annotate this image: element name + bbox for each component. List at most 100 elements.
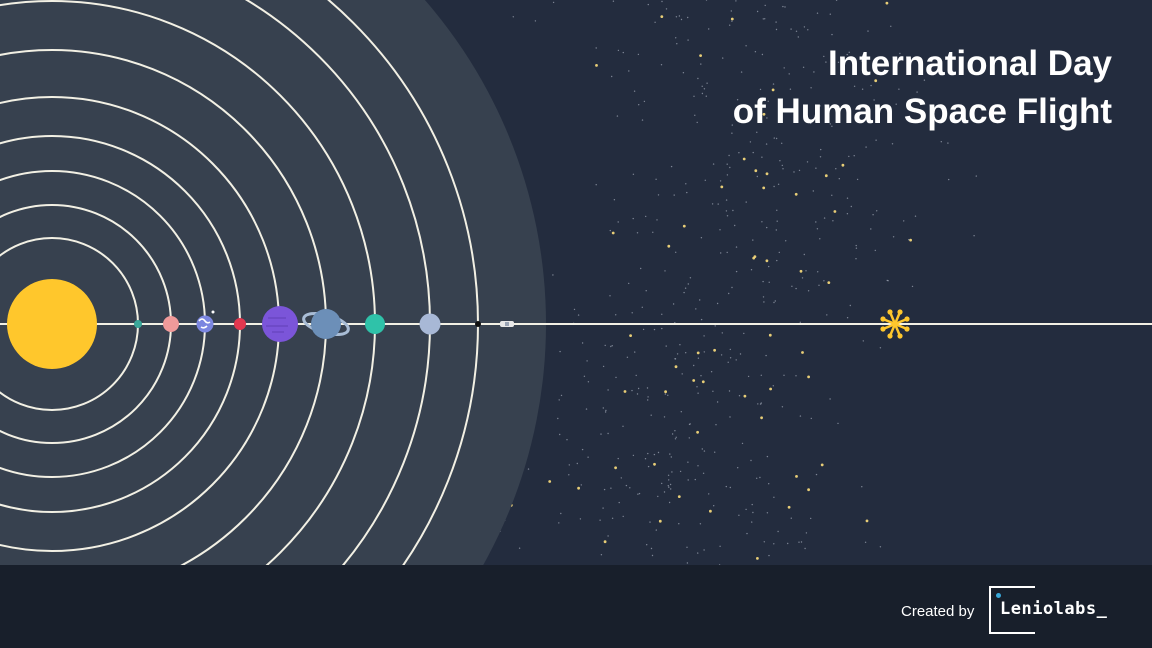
star	[837, 422, 839, 425]
star	[916, 91, 918, 93]
star	[605, 409, 607, 412]
star	[702, 472, 705, 474]
star	[747, 375, 750, 378]
star	[670, 456, 672, 458]
star	[609, 229, 611, 232]
star	[693, 95, 695, 98]
star	[667, 474, 670, 476]
star	[846, 197, 849, 199]
star	[856, 178, 859, 181]
star	[725, 485, 727, 488]
title-line-2: of Human Space Flight	[732, 92, 1112, 131]
star	[759, 476, 761, 479]
starburst-tip	[897, 309, 903, 315]
star	[818, 284, 820, 286]
star	[799, 415, 802, 417]
star	[848, 155, 850, 158]
star	[861, 60, 863, 62]
star	[765, 354, 767, 357]
starburst-tip	[904, 326, 910, 332]
star	[829, 123, 831, 125]
star	[534, 20, 537, 22]
star	[687, 479, 689, 481]
star	[700, 318, 703, 321]
star	[782, 168, 784, 170]
star	[772, 83, 775, 85]
star	[607, 389, 609, 391]
star	[781, 406, 784, 408]
star	[861, 88, 864, 90]
star	[644, 458, 647, 460]
star	[806, 161, 809, 163]
star	[855, 244, 857, 247]
star	[975, 175, 977, 177]
star	[783, 67, 785, 69]
star	[947, 142, 949, 144]
star	[870, 84, 872, 87]
star	[629, 487, 631, 489]
star	[876, 210, 878, 212]
saturn-ringed-planet-icon	[311, 309, 341, 339]
star	[874, 79, 878, 83]
uranus-planet-icon	[365, 314, 385, 334]
star	[714, 325, 716, 327]
star	[685, 352, 687, 354]
star	[730, 17, 734, 21]
star	[703, 549, 705, 551]
star	[552, 274, 554, 276]
star	[781, 164, 783, 167]
star	[823, 217, 826, 219]
star	[765, 259, 769, 263]
star	[771, 88, 775, 92]
star	[773, 137, 775, 139]
star	[831, 194, 833, 196]
star	[631, 389, 633, 392]
star	[650, 547, 653, 550]
star	[687, 39, 689, 41]
star	[816, 12, 819, 14]
star	[892, 236, 895, 238]
star	[815, 221, 817, 223]
star	[895, 103, 897, 105]
star	[870, 228, 872, 230]
star	[651, 554, 654, 557]
star	[767, 100, 769, 103]
star	[832, 220, 834, 222]
star	[559, 350, 561, 353]
star	[622, 425, 624, 427]
star	[773, 185, 775, 188]
star	[633, 90, 636, 92]
star	[891, 143, 894, 145]
star	[696, 121, 698, 124]
star	[899, 52, 901, 55]
star	[610, 487, 612, 489]
starburst-tip	[887, 333, 893, 339]
star	[802, 66, 805, 69]
star	[805, 270, 807, 272]
star	[754, 169, 758, 173]
star	[671, 433, 674, 435]
star	[738, 395, 741, 397]
star	[647, 3, 649, 6]
star	[602, 507, 604, 509]
star	[632, 454, 635, 457]
leniolabs-logo[interactable]: Leniolabs_	[989, 586, 1109, 634]
star	[845, 109, 848, 111]
star	[726, 174, 729, 176]
star	[867, 30, 869, 32]
logo-frame-left	[989, 586, 991, 634]
star	[726, 215, 729, 217]
star	[658, 519, 662, 523]
star	[846, 53, 848, 56]
star	[620, 477, 622, 479]
star	[637, 387, 640, 390]
star	[813, 71, 815, 73]
star	[948, 178, 950, 181]
star	[695, 308, 697, 310]
star	[573, 308, 576, 311]
star	[641, 119, 644, 121]
star	[665, 8, 668, 10]
star	[638, 492, 641, 495]
star	[631, 312, 633, 314]
star	[709, 509, 712, 513]
